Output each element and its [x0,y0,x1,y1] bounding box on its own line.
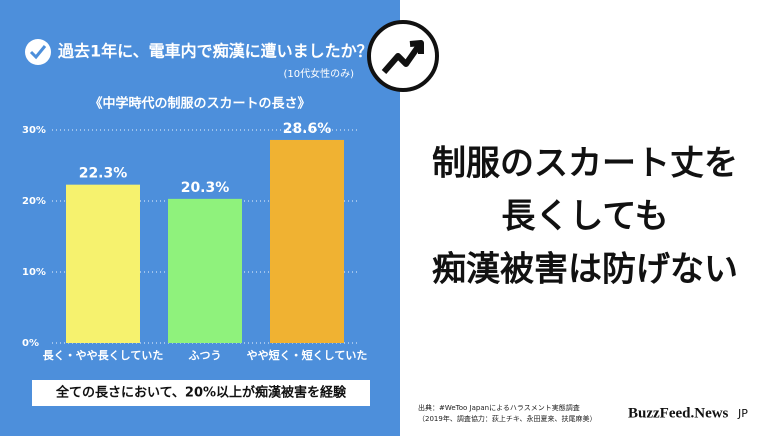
y-tick-label: 10% [22,267,46,278]
headline: 制服のスカート丈を [432,144,738,184]
bar [270,139,344,343]
headline: 痴漢被害は防げない [432,250,738,290]
y-tick-label: 30% [22,125,46,136]
headline: 長くしても [501,197,668,237]
bar [168,198,242,343]
x-tick-label: 長く・やや長くしていた [43,349,164,362]
check-icon [25,39,51,65]
check-mark [29,45,47,60]
note-box [32,380,370,406]
brand: BuzzFeed.News [628,405,729,421]
x-tick-label: やや短く・短くしていた [247,348,368,362]
value-label: 22.3% [79,166,128,182]
note: 全ての長さにおいて、20%以上が痴漢被害を経験 [55,385,347,401]
y-tick-label: 20% [22,196,46,207]
value-label: 28.6% [283,121,332,137]
chart-label: 《中学時代の制服のスカートの長さ》 [89,96,310,112]
brand-suffix: JP [737,407,748,420]
bar [66,184,140,343]
source: （2019年、調査協力：荻上チキ、永田夏来、扶尾麻美） [418,414,597,423]
chart-title: 過去1年に、電車内で痴漢に遭いましたか？ [57,42,373,61]
logo-arrow [381,40,424,74]
logo-circle [367,20,439,92]
chart-subtitle: (10代女性のみ) [283,67,354,80]
source: 出典：#WeToo Japanによるハラスメント実態調査 [418,403,580,412]
value-label: 20.3% [181,180,230,196]
y-tick-label: 0% [22,338,39,349]
x-tick-label: ふつう [189,349,222,362]
